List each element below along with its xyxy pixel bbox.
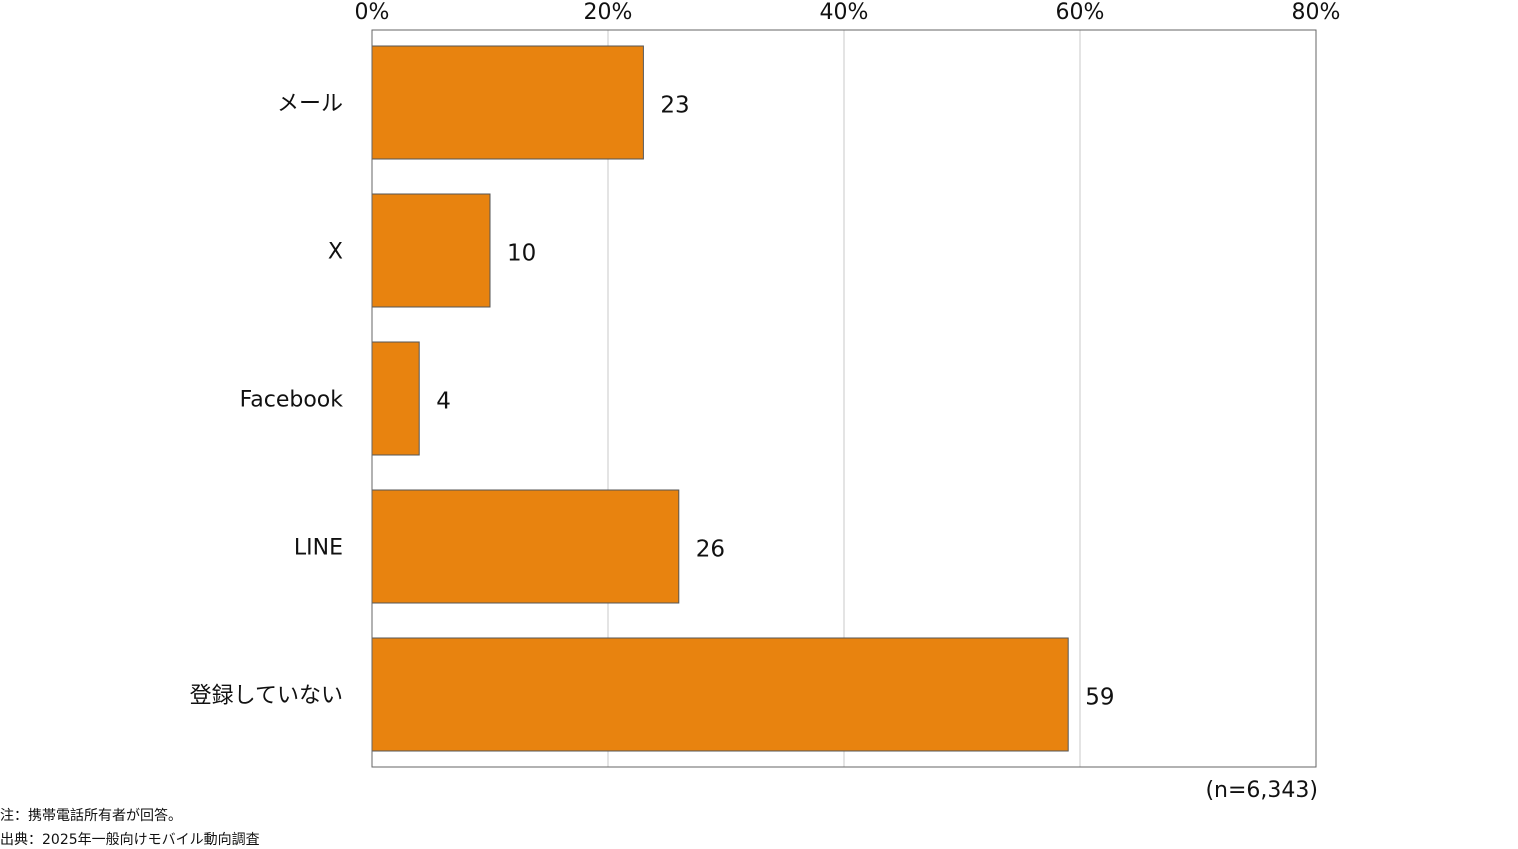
plot-frame — [371, 29, 1317, 768]
bar — [371, 45, 644, 160]
x-tick-label: 80% — [1292, 0, 1341, 25]
x-tick-label: 20% — [584, 0, 633, 25]
category-label: 登録していない — [190, 684, 343, 709]
value-label: 59 — [1085, 685, 1114, 711]
category-label: LINE — [294, 536, 343, 561]
value-label: 23 — [660, 93, 689, 119]
x-tick-label: 60% — [1056, 0, 1105, 25]
category-label: X — [328, 240, 343, 265]
bar — [371, 489, 680, 604]
bar — [371, 341, 420, 456]
category-label: Facebook — [240, 388, 344, 413]
value-labels: 23 10 4 26 59 — [436, 93, 1114, 711]
x-tick-label: 40% — [820, 0, 869, 25]
source-text: 出典：2025年一般向けモバイル動向調査 — [0, 832, 260, 848]
bar — [371, 637, 1069, 752]
category-label: メール — [277, 92, 343, 117]
value-label: 26 — [696, 537, 725, 563]
value-label: 10 — [507, 241, 536, 267]
bar — [371, 193, 491, 308]
x-tick-label: 0% — [355, 0, 390, 25]
x-axis-tick-labels: 0% 20% 40% 60% 80% — [355, 0, 1341, 25]
note-text: 注：携帯電話所有者が回答。 — [0, 808, 182, 824]
bars — [371, 45, 1069, 752]
sample-size-label: (n=6,343) — [1205, 778, 1318, 803]
value-label: 4 — [436, 389, 451, 415]
y-axis-category-labels: メール X Facebook LINE 登録していない — [190, 92, 344, 709]
